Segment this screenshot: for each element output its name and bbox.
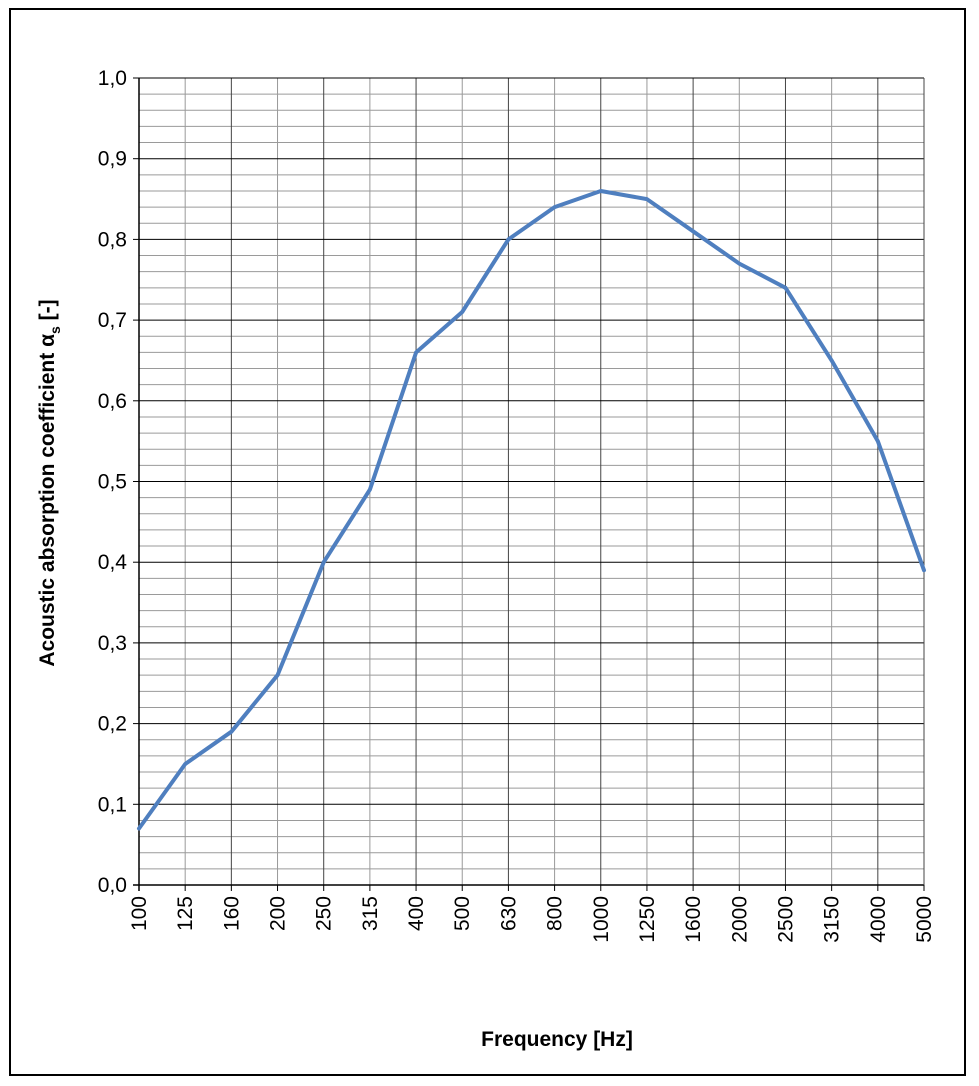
y-tick-label: 0,0: [98, 874, 127, 897]
y-axis-title-suffix: [-]: [36, 299, 59, 326]
y-tick-label: 0,1: [98, 793, 127, 816]
x-tick-label: 125: [174, 896, 197, 931]
x-tick-label: 5000: [913, 896, 936, 943]
x-tick-label: 1000: [590, 896, 613, 943]
axes: [133, 78, 925, 891]
y-axis-title: Acoustic absorption coefficient αs [-]: [36, 299, 63, 666]
x-tick-labels: 100 125 160 200 250 315 400 500 630 800 1000 1250 16…: [128, 885, 936, 943]
y-axis-title-main: Acoustic absorption coefficient α: [36, 334, 59, 667]
x-tick-label: 800: [544, 896, 567, 931]
x-tick-label: 1250: [636, 896, 659, 943]
x-tick-label: 1600: [682, 896, 705, 943]
y-tick-label: 0,6: [98, 390, 127, 413]
x-tick-label: 250: [313, 896, 336, 931]
y-tick-label: 0,8: [98, 228, 127, 251]
y-tick-label: 0,5: [98, 471, 127, 494]
x-tick-label: 160: [220, 896, 243, 931]
y-tick-label: 0,3: [98, 632, 127, 655]
series-line: [137, 189, 926, 831]
x-tick-label: 100: [128, 896, 151, 931]
x-tick-label: 315: [359, 896, 382, 931]
x-tick-label: 400: [405, 896, 428, 931]
grid: [138, 77, 925, 886]
y-tick-label: 0,7: [98, 309, 127, 332]
y-tick-label: 0,4: [98, 551, 128, 574]
y-tick-label: 1,0: [98, 67, 127, 90]
chart-frame: [9, 8, 966, 1076]
x-tick-label: 2500: [774, 896, 797, 943]
x-tick-label: 3150: [821, 896, 844, 943]
x-tick-label: 2000: [728, 896, 751, 943]
y-tick-label: 0,2: [98, 713, 127, 736]
x-tick-label: 200: [267, 896, 290, 931]
y-axis-title-subscript: s: [47, 326, 63, 334]
x-tick-label: 630: [497, 896, 520, 931]
series-layer: [137, 189, 926, 831]
x-axis-title: Frequency [Hz]: [481, 1028, 633, 1051]
x-tick-label: 500: [451, 896, 474, 931]
y-tick-labels: 0,0 0,1 0,2 0,3 0,4 0,5 0,6 0,7 0,8 0,9 1,0: [98, 67, 139, 897]
x-tick-label: 4000: [867, 896, 890, 943]
y-tick-label: 0,9: [98, 148, 127, 171]
